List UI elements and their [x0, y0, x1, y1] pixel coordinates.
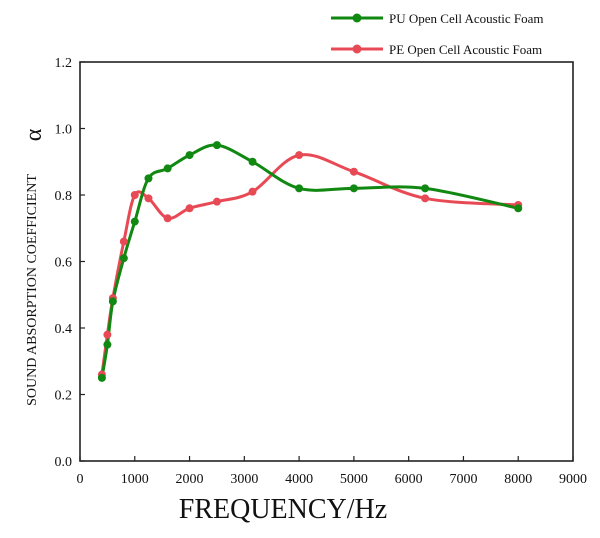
x-tick-label: 9000 — [559, 472, 587, 487]
data-point-series-0 — [108, 297, 117, 306]
y-tick-label: 1.2 — [55, 56, 73, 71]
y-tick-label: 0.8 — [55, 189, 73, 204]
y-axis-title: SOUND ABSORPTION COEFFICIENT — [25, 174, 40, 406]
data-point-series-1 — [130, 191, 139, 199]
data-point-series-0 — [119, 254, 128, 263]
y-tick-label: 1.0 — [55, 123, 73, 138]
data-point-series-1 — [144, 194, 153, 203]
y-tick-label: 0.0 — [55, 455, 73, 470]
data-point-series-1 — [295, 151, 304, 160]
data-point-series-0 — [295, 184, 304, 193]
legend-marker-0 — [352, 13, 362, 23]
series-markers — [97, 141, 523, 382]
data-point-series-0 — [248, 157, 257, 166]
x-tick-label: 1000 — [121, 472, 149, 487]
data-point-series-1 — [349, 167, 358, 176]
x-tick-label: 8000 — [504, 472, 532, 487]
y-axis-symbol: α — [21, 128, 47, 141]
y-tick-label: 0.6 — [55, 256, 73, 271]
legend-label-1: PE Open Cell Acoustic Foam — [389, 42, 542, 57]
x-tick-label: 6000 — [395, 472, 423, 487]
y-tick-label: 0.2 — [55, 389, 73, 404]
data-point-series-0 — [103, 340, 112, 349]
data-point-series-1 — [421, 194, 430, 203]
y-axis-title-text: SOUND ABSORPTION COEFFICIENT — [25, 174, 40, 406]
x-axis-title: FREQUENCY/Hz — [179, 494, 387, 525]
x-tick-label: 3000 — [230, 472, 258, 487]
data-point-series-0 — [144, 174, 153, 183]
data-point-series-0 — [185, 151, 194, 160]
x-tick-label: 4000 — [285, 472, 313, 487]
x-tick-label: 0 — [77, 472, 84, 487]
x-tick-label: 7000 — [449, 472, 477, 487]
x-tick-label: 5000 — [340, 472, 368, 487]
data-point-series-1 — [185, 204, 194, 213]
data-point-series-0 — [130, 217, 139, 226]
legend-label-0: PU Open Cell Acoustic Foam — [389, 11, 544, 26]
data-point-series-0 — [349, 184, 358, 193]
legend-marker-1 — [352, 44, 362, 54]
y-tick-label: 0.4 — [55, 322, 73, 337]
data-point-series-1 — [163, 214, 172, 223]
data-point-series-1 — [212, 197, 221, 206]
data-point-series-0 — [514, 204, 523, 213]
y-axis-alpha: α — [21, 128, 47, 141]
data-point-series-1 — [103, 330, 112, 339]
data-point-series-1 — [119, 237, 128, 246]
data-point-series-0 — [421, 184, 430, 193]
data-point-series-0 — [163, 164, 172, 173]
x-tick-label: 2000 — [176, 472, 204, 487]
legend: PU Open Cell Acoustic Foam PE Open Cell A… — [331, 11, 544, 57]
data-point-series-0 — [97, 373, 106, 382]
data-point-series-1 — [248, 187, 257, 196]
data-point-series-0 — [212, 141, 221, 150]
axis-ticks: 0 1000 2000 3000 4000 5000 6000 7000 8000 9000 0.0… — [55, 56, 588, 487]
